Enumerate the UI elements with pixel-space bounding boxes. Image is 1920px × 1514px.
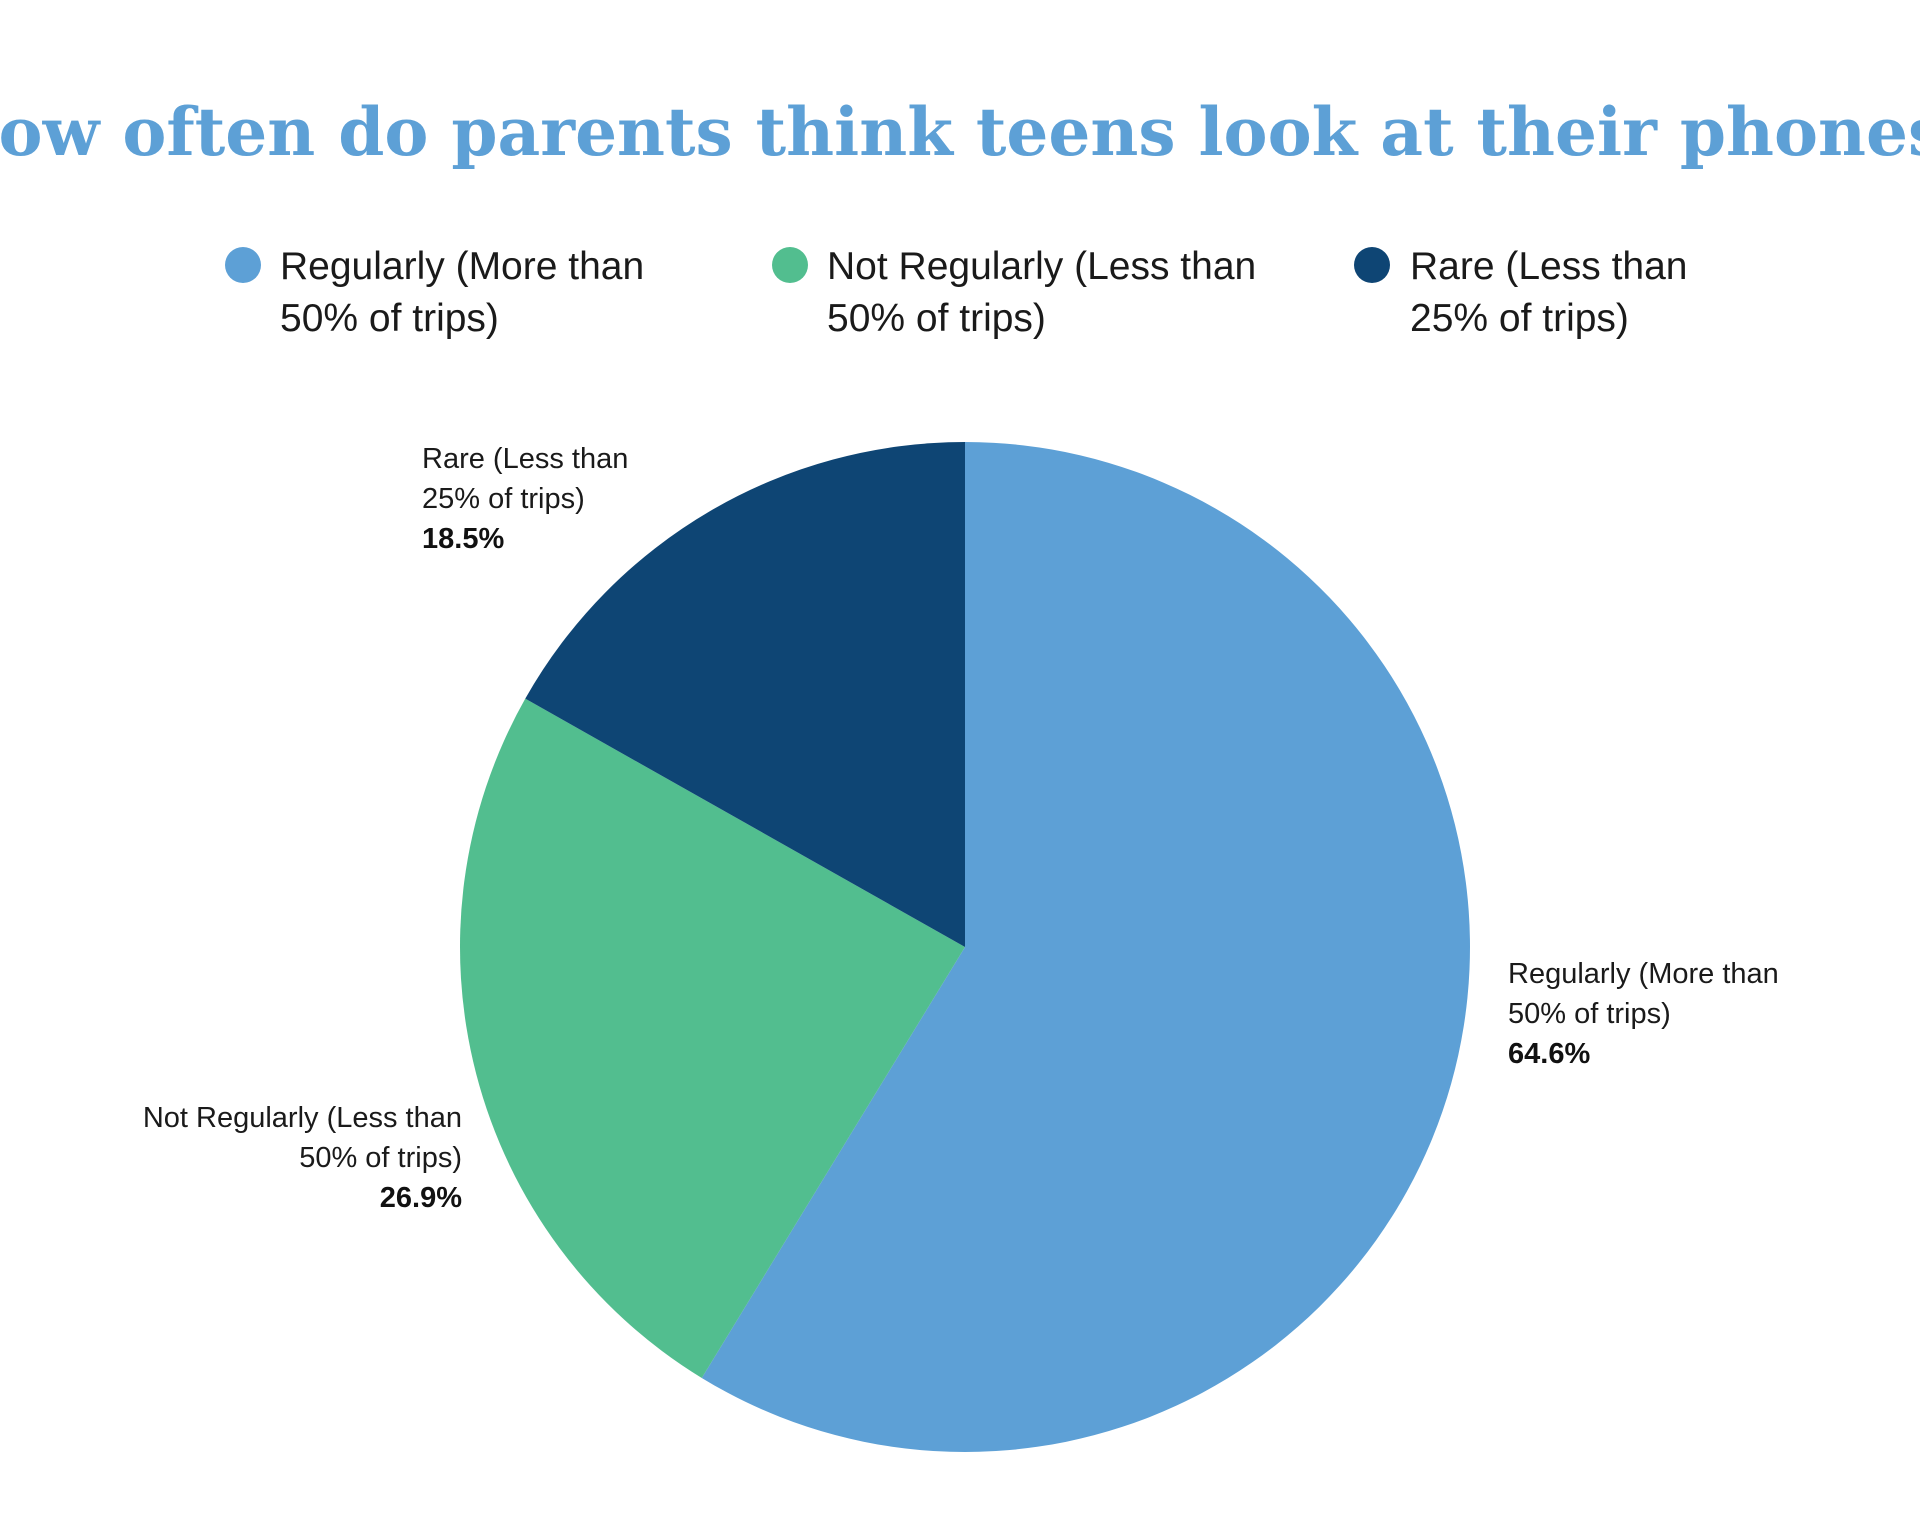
pie-slices [459,442,1470,1452]
pie-slice-2 [459,698,965,1378]
legend-label-1-line-2: 50% of trips) [280,297,499,340]
legend-marker-2 [772,247,808,283]
legend-label-2-line-1: Not Regularly (Less than [827,245,1256,288]
slice-label-2-line-2: 50% of trips) [299,1142,462,1174]
legend-label-3-line-1: Rare (Less than [1410,245,1687,288]
legend: Regularly (More than 50% of trips) Not Reg… [225,245,1687,340]
slice-label-1-line-2: 50% of trips) [1508,998,1671,1030]
chart-title: How often do parents think teens look at… [0,93,1920,171]
slice-labels: Regularly (More than 50% of trips) 64.6% No… [143,443,1779,1214]
legend-label-2-line-2: 50% of trips) [827,297,1046,340]
legend-label-1-line-1: Regularly (More than [280,245,644,288]
pie-slice-3 [525,442,965,947]
legend-marker-3 [1354,247,1390,283]
slice-value-3: 18.5% [422,523,504,555]
slice-label-2-line-1: Not Regularly (Less than [143,1102,462,1134]
slice-value-2: 26.9% [380,1182,462,1214]
legend-label-3-line-2: 25% of trips) [1410,297,1629,340]
slice-value-1: 64.6% [1508,1038,1590,1070]
slice-label-3-line-2: 25% of trips) [422,483,585,515]
slice-label-1-line-1: Regularly (More than [1508,958,1779,990]
pie-slice-1 [701,442,1470,1452]
slice-label-3-line-1: Rare (Less than [422,443,628,475]
legend-marker-1 [225,247,261,283]
